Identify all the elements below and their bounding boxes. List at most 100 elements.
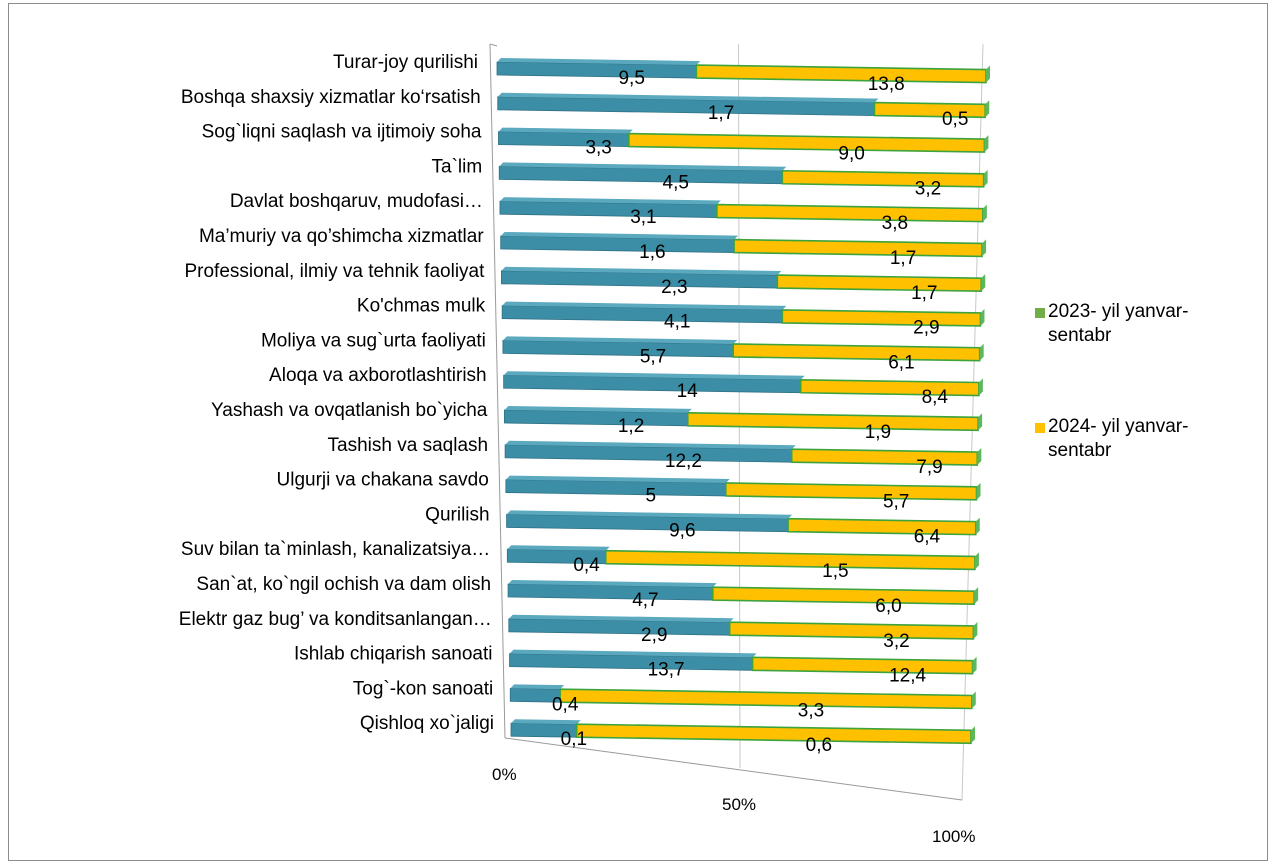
- value-label-2024: 3,2: [915, 178, 941, 199]
- value-label-2023: 0,4: [552, 694, 579, 715]
- value-label-2023: 3,1: [630, 207, 656, 228]
- bar-2024-side: [979, 343, 984, 361]
- bar-2024-side: [978, 413, 983, 431]
- legend-swatch-2024: [1035, 423, 1045, 433]
- value-label-2023: 4,1: [664, 312, 690, 333]
- value-label-2023: 9,5: [618, 68, 644, 89]
- category-label: Tashish va saqlash: [328, 435, 489, 456]
- bar-2024-side: [983, 169, 988, 187]
- bar-2023-top: [508, 614, 734, 623]
- category-label: Qurilish: [425, 504, 489, 525]
- bar-2024: [711, 586, 975, 605]
- bar-2024: [751, 656, 974, 675]
- bar-2024-side: [971, 726, 975, 744]
- bar-2023-top: [511, 719, 581, 725]
- category-label: Moliya va sug`urta faoliyati: [261, 330, 486, 351]
- value-label-2024: 0,6: [806, 735, 832, 756]
- category-label: Davlat boshqaruv, mudofasi…: [230, 191, 483, 212]
- bar-2023-top: [503, 371, 805, 380]
- bar-2023-top: [510, 684, 565, 690]
- bar-2023-top: [505, 475, 730, 483]
- axis-floor-line: [504, 737, 963, 801]
- bar-2023-top: [507, 545, 610, 551]
- bar-2024: [728, 621, 975, 640]
- value-label-2023: 9,6: [669, 520, 695, 541]
- x-tick-label: 100%: [932, 827, 975, 846]
- value-label-2024: 3,2: [883, 631, 909, 652]
- bar-2024: [559, 688, 973, 710]
- category-label: Yashash va ovqatlanish bo`yicha: [211, 400, 488, 421]
- category-label: Turar-joy qurilishi: [333, 52, 478, 73]
- legend-swatch-2023: [1035, 308, 1045, 318]
- category-label: Suv bilan ta`minlash, kanalizatsiya…: [181, 539, 490, 560]
- value-label-2024: 6,4: [914, 526, 941, 547]
- value-label-2023: 5: [646, 486, 657, 507]
- bar-2023-top: [502, 336, 738, 344]
- bar-2024-side: [971, 691, 976, 709]
- value-label-2024: 12,4: [889, 666, 926, 687]
- value-label-2023: 3,3: [585, 138, 611, 159]
- category-label: Boshqa shaxsiy xizmatlar ko‘rsatish: [181, 87, 481, 108]
- bar-2024: [787, 517, 977, 536]
- bar-2023-top: [509, 649, 757, 658]
- bar-2023-top: [504, 406, 692, 413]
- category-label: Ko'chmas mulk: [357, 296, 486, 317]
- value-label-2023: 13,7: [648, 660, 685, 681]
- bar-2024-side: [977, 448, 982, 466]
- value-label-2024: 7,9: [916, 457, 942, 478]
- axis-top-cap: [489, 43, 498, 47]
- category-label: Sog`liqni saqlash va ijtimoiy soha: [202, 122, 482, 143]
- value-label-2023: 2,9: [641, 625, 667, 646]
- bar-2023-top: [499, 162, 787, 171]
- axis-zero-line: [489, 43, 506, 739]
- category-label: Ma’muriy va qo’shimcha xizmatlar: [199, 226, 484, 247]
- value-label-2024: 9,0: [838, 144, 864, 165]
- value-label-2023: 1,2: [618, 416, 644, 437]
- value-label-2023: 14: [677, 381, 699, 402]
- value-label-2024: 3,8: [882, 213, 908, 234]
- value-label-2024: 3,3: [798, 700, 824, 721]
- bar-2024-side: [980, 308, 985, 326]
- category-label: Tog`-kon sanoati: [353, 678, 493, 699]
- category-label: Qishloq xo`jaligi: [360, 713, 494, 734]
- bar-2024-side: [976, 482, 981, 500]
- value-label-2024: 1,7: [911, 283, 937, 304]
- bar-2024-side: [975, 517, 980, 535]
- legend-label-2024-line2: sentabr: [1048, 440, 1112, 461]
- value-label-2024: 6,0: [875, 596, 901, 617]
- category-label: Professional, ilmiy va tehnik faoliyat: [184, 261, 485, 282]
- category-label: Elektr gaz bug’ va konditsanlangan…: [179, 609, 492, 630]
- bar-2024-side: [982, 239, 987, 257]
- value-label-2023: 1,6: [639, 242, 665, 263]
- bar-2024: [776, 274, 983, 292]
- value-label-2024: 5,7: [883, 492, 909, 513]
- category-label: Ishlab chiqarish sanoati: [294, 644, 493, 665]
- value-label-2023: 0,1: [561, 729, 587, 750]
- bar-2024-side: [981, 274, 986, 292]
- value-label-2024: 2,9: [913, 318, 939, 339]
- bar-2024: [732, 343, 981, 362]
- value-label-2023: 12,2: [665, 451, 702, 472]
- bar-2023-top: [508, 580, 717, 588]
- bar-2024: [873, 101, 987, 119]
- bar-2024-side: [982, 204, 987, 222]
- value-label-2024: 13,8: [868, 74, 905, 95]
- value-label-2023: 4,7: [632, 590, 658, 611]
- bar-2024: [575, 723, 972, 745]
- bar-2023-top: [497, 58, 701, 66]
- bar-2023-top: [502, 301, 787, 310]
- bar-2023-top: [499, 197, 721, 205]
- bar-2024-side: [984, 135, 989, 153]
- bar-2024: [799, 378, 980, 397]
- x-tick-label: 50%: [722, 795, 756, 814]
- category-label: Aloqa va axborotlashtirish: [269, 365, 487, 386]
- bar-2024: [695, 64, 987, 84]
- bar-2024-side: [973, 621, 978, 639]
- value-label-2024: 1,5: [822, 561, 848, 582]
- value-label-2024: 1,9: [865, 422, 891, 443]
- category-label: Ulgurji va chakana savdo: [277, 470, 489, 491]
- bar-2024-side: [972, 656, 977, 674]
- bar-2024-side: [974, 552, 979, 570]
- value-label-2023: 2,3: [661, 277, 687, 298]
